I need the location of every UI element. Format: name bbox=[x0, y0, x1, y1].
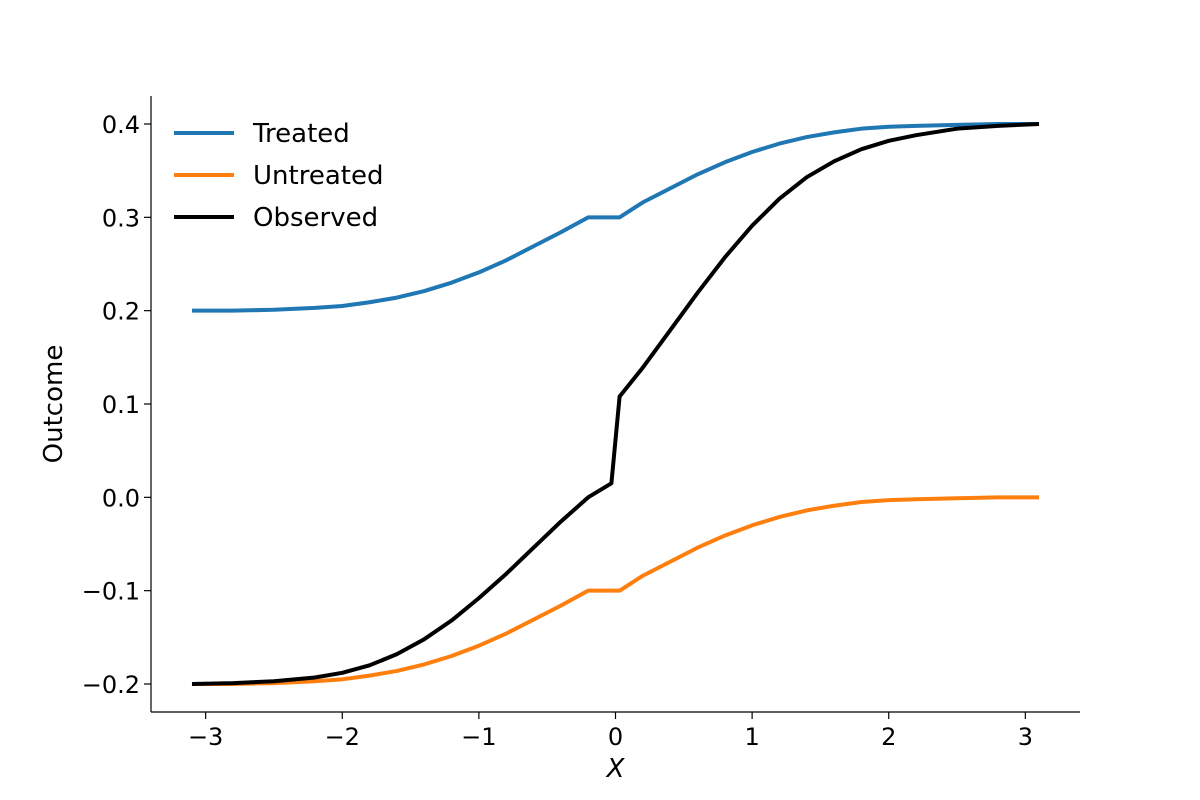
x-tick-label: −3 bbox=[188, 723, 223, 751]
x-tick-label: −1 bbox=[461, 723, 496, 751]
y-axis-label: Outcome bbox=[39, 345, 69, 464]
series-line-observed bbox=[191, 122, 1040, 686]
x-tick-label: 3 bbox=[1018, 723, 1033, 751]
legend-label-untreated: Untreated bbox=[253, 161, 383, 191]
series-line-treated bbox=[191, 122, 1040, 313]
y-tick-label: −0.2 bbox=[82, 671, 140, 699]
legend-label-treated: Treated bbox=[252, 119, 350, 149]
y-tick-label: 0.2 bbox=[102, 298, 140, 326]
series-line-untreated bbox=[191, 495, 1040, 686]
y-ticks: −0.2 −0.1 0.0 0.1 0.2 0.3 0.4 bbox=[82, 111, 151, 699]
legend-label-observed: Observed bbox=[253, 203, 378, 233]
y-tick-label: 0.1 bbox=[102, 391, 140, 419]
x-tick-label: 0 bbox=[608, 723, 623, 751]
x-axis-label: X bbox=[605, 754, 626, 784]
legend: Treated Untreated Observed bbox=[174, 119, 383, 233]
x-tick-label: 1 bbox=[744, 723, 759, 751]
x-ticks: −3 −2 −1 0 1 2 3 bbox=[188, 712, 1033, 751]
y-tick-label: 0.3 bbox=[102, 204, 140, 232]
y-tick-label: −0.1 bbox=[82, 578, 140, 606]
x-tick-label: −2 bbox=[325, 723, 360, 751]
y-tick-label: 0.4 bbox=[102, 111, 140, 139]
x-tick-label: 2 bbox=[881, 723, 896, 751]
y-tick-label: 0.0 bbox=[102, 484, 140, 512]
series-layer bbox=[191, 122, 1040, 686]
